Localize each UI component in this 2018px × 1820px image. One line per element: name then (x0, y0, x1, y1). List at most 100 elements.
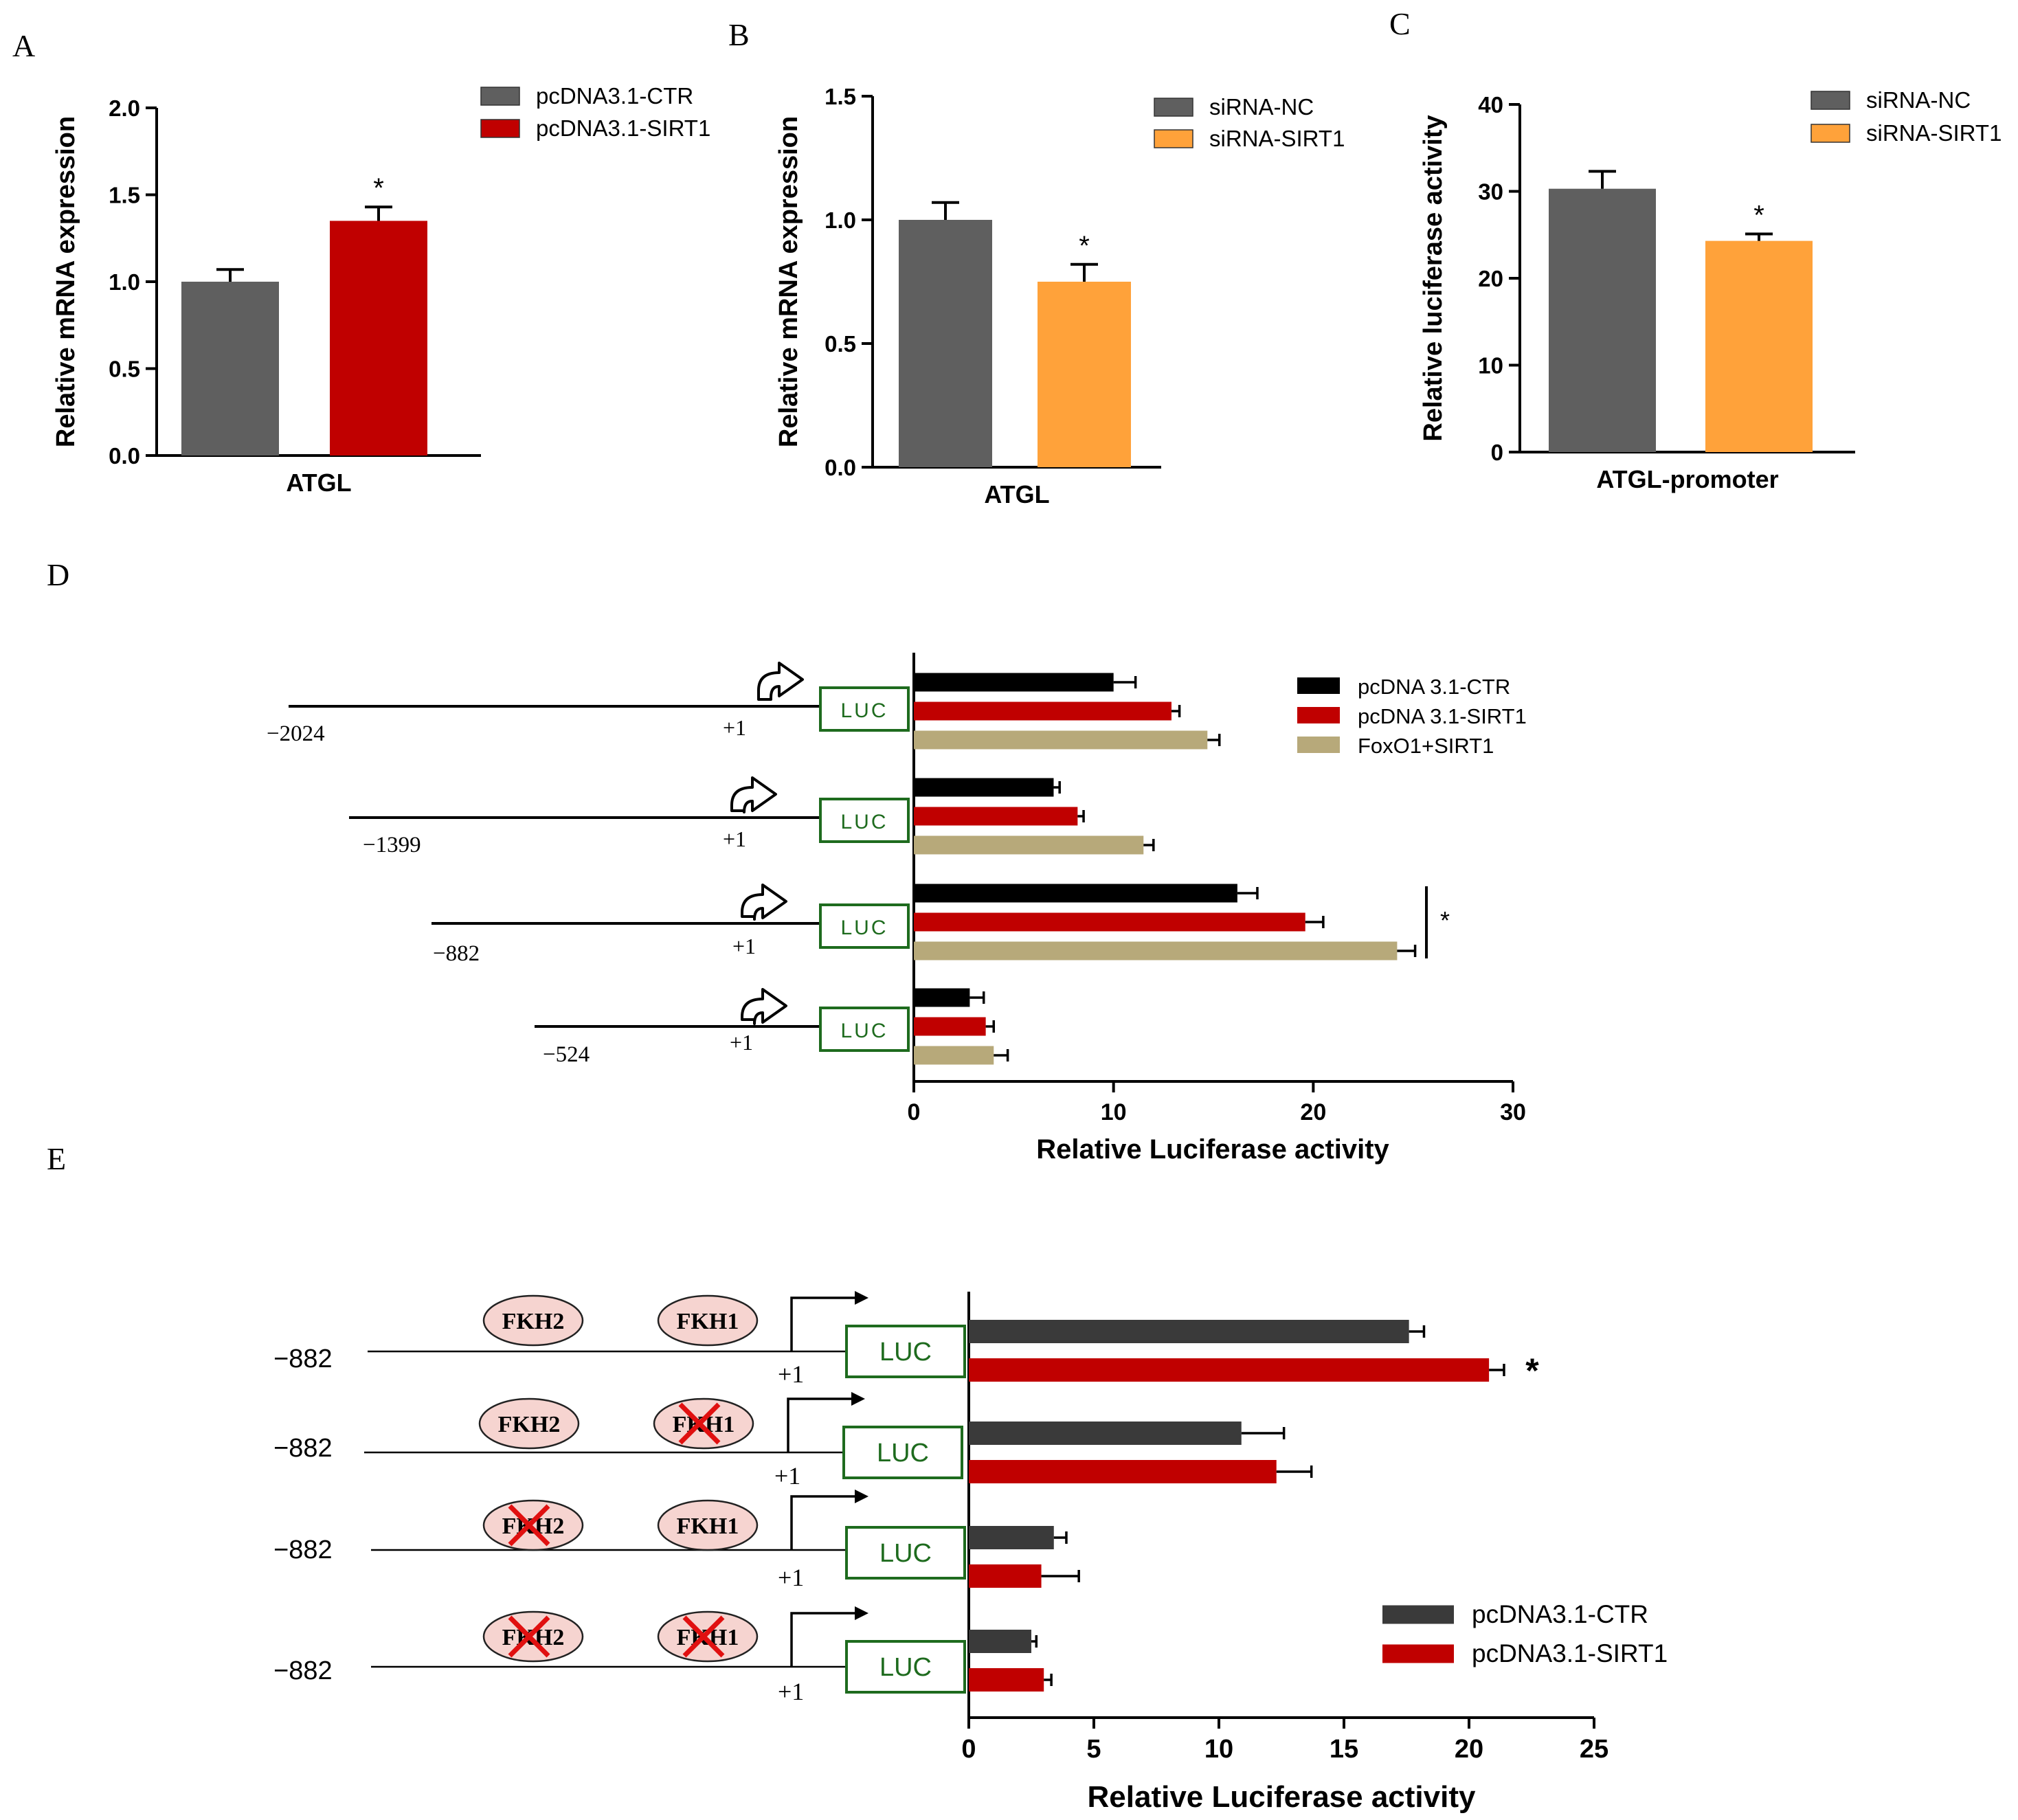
y-tick-label: 40 (1478, 92, 1503, 117)
significance-star: * (1079, 231, 1090, 261)
legend-swatch (1297, 737, 1340, 753)
luc-box (819, 903, 910, 949)
legend-label: pcDNA3.1-CTR (536, 83, 693, 109)
transcription-arrow-icon (741, 988, 787, 1025)
legend-label: pcDNA3.1-SIRT1 (536, 115, 710, 141)
transcription-arrow-icon (790, 1296, 857, 1351)
fkh1-site (657, 1610, 759, 1663)
luc-label: LUC (879, 1338, 932, 1367)
legend-swatch (1154, 129, 1193, 148)
fkh2-site (482, 1499, 584, 1551)
promoter-diagram-e: −882FKH2FKH1+1LUC−882FKH2FKH1+1LUC−882FK… (273, 1291, 966, 1705)
luc-label: LUC (879, 1539, 932, 1568)
luc-label: LUC (840, 699, 888, 722)
bar-pcdna3-1-ctr (969, 1630, 1031, 1653)
y-tick-label: 1.0 (109, 269, 140, 295)
y-tick-label: 1.5 (825, 84, 856, 109)
x-tick-label: 15 (1330, 1735, 1358, 1764)
transcription-arrow-icon (790, 1612, 857, 1667)
luc-box (845, 1640, 966, 1694)
fkh1-site (653, 1397, 754, 1450)
tss-label: +1 (732, 934, 756, 958)
chart-b: 0.0 0.5 1.0 1.5 Relative mRNA expression ATGL… (774, 84, 1345, 508)
arrowhead-icon (855, 1606, 868, 1620)
bar-pcdna3.1-sirt1 (330, 221, 427, 456)
significance-star: * (1753, 200, 1764, 230)
fkh1-label: FKH1 (677, 1309, 739, 1334)
fkh1-site (657, 1499, 759, 1551)
bar-pcdna-3-1-ctr (914, 673, 1114, 692)
bar-pcdna3-1-ctr (969, 1526, 1054, 1549)
y-axis-label: Relative luciferase activity (1419, 115, 1448, 441)
chart-c: 0 10 20 30 40 Relative luciferase activity ATG… (1419, 87, 2002, 493)
y-tick-label: 0.5 (109, 357, 140, 382)
x-tick-label: 5 (1086, 1735, 1101, 1764)
luc-box (845, 1526, 966, 1580)
legend-swatch (1810, 124, 1850, 143)
y-tick-label: 0.0 (109, 443, 140, 469)
transcription-arrow-icon (741, 884, 787, 921)
x-tick-label: 25 (1580, 1735, 1608, 1764)
construct-start-label: −882 (273, 1656, 333, 1685)
panel-label-b: B (728, 17, 750, 52)
mutation-cross-icon (508, 1615, 550, 1658)
construct-start-label: −882 (273, 1345, 333, 1373)
x-tick-label: 20 (1300, 1099, 1326, 1125)
chart-e: 0 5 10 15 20 25 Relative Luciferase activity pc… (961, 1292, 1668, 1814)
legend-swatch (1154, 98, 1193, 117)
y-tick-label: 2.0 (109, 96, 140, 121)
promoter-diagram-d: −2024 +1 LUC −1399 +1 LUC −882 +1 LUC −524 +1 LUC (267, 662, 910, 1067)
bar-pcdna3-1-ctr (969, 1320, 1409, 1343)
construct-start-label: −1399 (363, 833, 421, 857)
transcription-arrow-icon (790, 1495, 857, 1550)
bar-pcdna3-1-sirt1 (969, 1668, 1044, 1692)
bar-pcdna3-1-sirt1 (969, 1460, 1277, 1483)
y-tick-label: 1.5 (109, 183, 140, 208)
bar-pcdna-3-1-ctr (914, 988, 970, 1007)
legend-label: pcDNA 3.1-CTR (1358, 675, 1510, 699)
mutation-cross-icon (508, 1504, 550, 1547)
bar-pcdna-3-1-sirt1 (914, 807, 1078, 826)
fkh2-site (478, 1397, 580, 1450)
construct-start-label: −882 (273, 1434, 333, 1463)
legend-label: pcDNA3.1-CTR (1472, 1600, 1648, 1628)
y-axis-label: Relative mRNA expression (52, 116, 80, 447)
y-tick-label: 10 (1478, 353, 1503, 379)
arrowhead-icon (855, 1291, 868, 1305)
tss-label: +1 (778, 1678, 804, 1705)
luc-box (819, 686, 910, 732)
legend-label: FoxO1+SIRT1 (1358, 734, 1494, 758)
fkh2-label: FKH2 (498, 1412, 561, 1437)
chart-a: 0.0 0.5 1.0 1.5 2.0 Relative mRNA expression A… (52, 83, 710, 497)
mutation-cross-icon (682, 1615, 725, 1658)
significance-star: * (373, 173, 384, 203)
bar-pcdna3-1-sirt1 (969, 1564, 1042, 1588)
construct-start-label: −2024 (267, 721, 325, 746)
x-tick-label: 30 (1500, 1099, 1526, 1125)
panel-label-d: D (47, 557, 69, 592)
construct-start-label: −882 (273, 1536, 333, 1564)
tss-label: +1 (778, 1564, 804, 1591)
x-axis-label: Relative Luciferase activity (1036, 1134, 1389, 1165)
bar-foxo1-sirt1 (914, 835, 1144, 855)
bar-sirna-nc (899, 220, 992, 467)
y-tick-label: 30 (1478, 179, 1503, 205)
fkh2-label: FKH2 (502, 1309, 565, 1334)
x-axis-label: Relative Luciferase activity (1088, 1780, 1476, 1814)
mutation-cross-icon (678, 1402, 721, 1445)
bar-pcdna3.1-ctr (181, 282, 279, 456)
bar-pcdna3-1-ctr (969, 1422, 1242, 1445)
tss-label: +1 (774, 1462, 800, 1490)
legend-label: siRNA-SIRT1 (1866, 120, 2002, 146)
luc-label: LUC (877, 1439, 929, 1468)
luc-box (819, 798, 910, 843)
legend-swatch (480, 87, 520, 106)
fkh2-site (482, 1294, 584, 1347)
y-tick-label: 1.0 (825, 207, 856, 233)
tss-label: +1 (730, 1030, 753, 1055)
significance-star: * (1525, 1351, 1539, 1390)
transcription-arrow-icon (730, 776, 777, 813)
x-axis-label: ATGL-promoter (1596, 465, 1778, 493)
legend-swatch (1382, 1644, 1454, 1663)
